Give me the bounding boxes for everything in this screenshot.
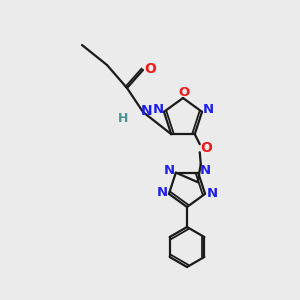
Text: N: N <box>200 164 211 177</box>
Text: N: N <box>202 103 214 116</box>
Text: O: O <box>144 62 156 76</box>
Text: H: H <box>118 112 128 125</box>
Text: N: N <box>163 164 174 177</box>
Text: N: N <box>206 188 218 200</box>
Text: N: N <box>156 186 167 200</box>
Text: N: N <box>141 104 153 118</box>
Text: N: N <box>152 103 164 116</box>
Text: O: O <box>178 85 190 98</box>
Text: O: O <box>200 141 212 155</box>
